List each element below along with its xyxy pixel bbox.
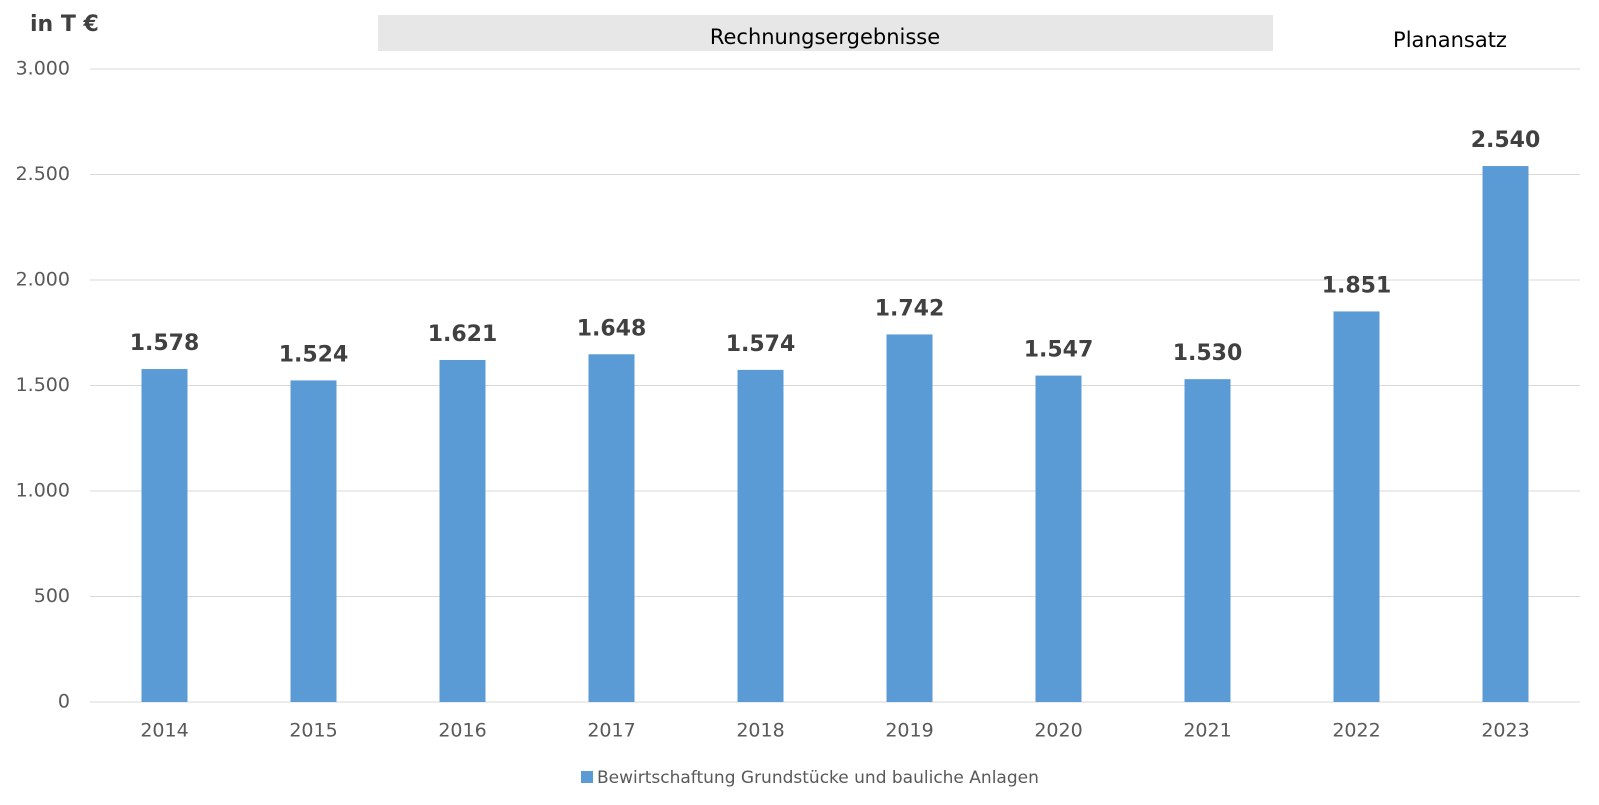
bar — [1035, 375, 1082, 702]
bar — [737, 369, 784, 702]
y-tick-label: 500 — [34, 585, 70, 607]
annotation: Planansatz — [1393, 28, 1507, 52]
x-tick-label: 2021 — [1183, 720, 1231, 742]
x-tick-label: 2016 — [438, 720, 486, 742]
y-axis-label: in T € — [30, 12, 99, 37]
bar — [439, 359, 486, 702]
x-tick-label: 2023 — [1481, 720, 1529, 742]
data-label: 1.851 — [1322, 273, 1392, 298]
x-tick-label: 2020 — [1034, 720, 1082, 742]
data-label: 1.524 — [279, 342, 349, 367]
data-label: 1.742 — [875, 296, 945, 321]
y-tick-label: 2.500 — [16, 163, 70, 185]
legend-label: Bewirtschaftung Grundstücke und bauliche… — [597, 768, 1039, 788]
y-tick-label: 0 — [58, 691, 70, 713]
x-tick-label: 2019 — [885, 720, 933, 742]
data-label: 1.574 — [726, 332, 796, 357]
data-label: 2.540 — [1471, 128, 1541, 153]
x-tick-label: 2015 — [289, 720, 337, 742]
x-tick-label: 2018 — [736, 720, 784, 742]
y-tick-label: 3.000 — [16, 58, 70, 80]
bar — [1184, 379, 1231, 702]
bar — [886, 334, 933, 702]
x-tick-label: 2022 — [1332, 720, 1380, 742]
x-tick-label: 2014 — [140, 720, 188, 742]
bar — [141, 369, 188, 702]
x-tick-label: 2017 — [587, 720, 635, 742]
y-tick-label: 2.000 — [16, 269, 70, 291]
bar — [1482, 166, 1529, 702]
data-label: 1.621 — [428, 322, 498, 347]
y-tick-label: 1.500 — [16, 374, 70, 396]
annotation-box — [378, 15, 1273, 51]
data-label: 1.547 — [1024, 338, 1094, 363]
legend-swatch — [581, 771, 593, 783]
data-label: 1.530 — [1173, 341, 1243, 366]
data-label: 1.578 — [130, 331, 200, 356]
annotation: Rechnungsergebnisse — [710, 25, 940, 49]
bar — [1333, 311, 1380, 702]
data-label: 1.648 — [577, 316, 647, 341]
bar — [290, 380, 337, 702]
bar — [588, 354, 635, 702]
y-tick-label: 1.000 — [16, 480, 70, 502]
